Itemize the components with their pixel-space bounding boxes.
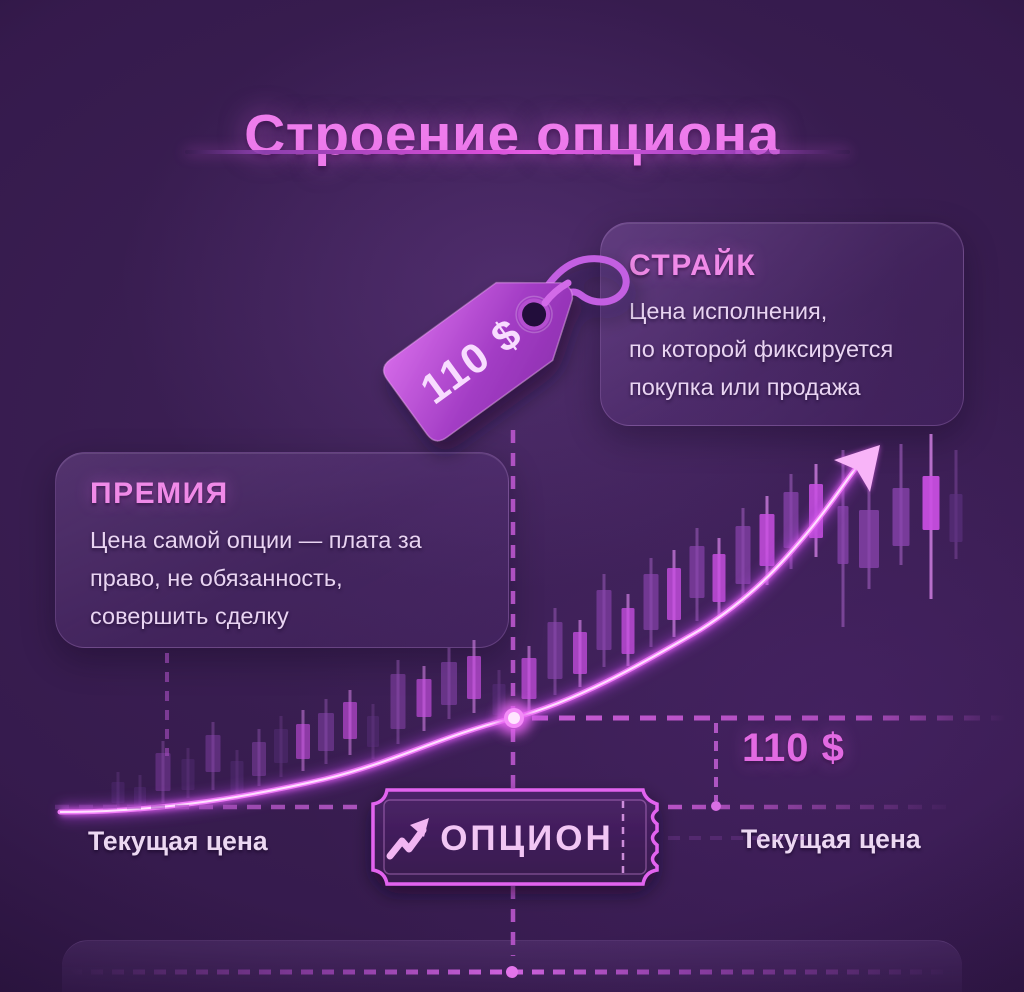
price-tag: 110 $: [382, 255, 630, 442]
strike-description: Цена исполнения, по которой фиксируется …: [601, 283, 963, 406]
premium-line-2: право, не обязанность,: [90, 565, 343, 591]
ticket: ОПЦИОН: [371, 788, 659, 886]
premium-heading: ПРЕМИЯ: [90, 477, 229, 510]
current-price-label-left: Текущая цена: [88, 826, 268, 856]
ticket-body: [371, 788, 659, 886]
curve-arrowhead: [834, 445, 880, 492]
curve-arrowhead-glow: [834, 445, 880, 492]
tag-price-label: 110 $: [412, 309, 531, 413]
ticket-label: ОПЦИОН: [440, 819, 614, 858]
title-underline: [185, 150, 850, 154]
strike-heading: СТРАЙК: [629, 249, 757, 282]
premium-card: ПРЕМИЯ Цена самой опции — плата за право…: [55, 452, 509, 648]
ticket-inner-border: [383, 799, 647, 875]
trending-up-arrow-icon: [386, 818, 429, 860]
strike-line-1: Цена исполнения,: [629, 298, 828, 324]
tag-hole-highlight: [515, 295, 553, 334]
current-price-label-right: Текущая цена: [741, 824, 921, 854]
page-title: Строение опциона: [244, 103, 780, 168]
strike-price-label: 110 $: [742, 726, 845, 770]
premium-description: Цена самой опции — плата за право, не об…: [56, 511, 508, 635]
price-dot: [497, 701, 531, 735]
guide-junction-dot: [711, 801, 721, 811]
strike-line-2: по которой фиксируется: [629, 336, 894, 362]
strike-card: СТРАЙК Цена исполнения, по которой фикси…: [600, 222, 964, 426]
tag-body: [382, 281, 574, 442]
premium-line-1: Цена самой опции — плата за: [90, 527, 422, 553]
premium-line-3: совершить сделку: [90, 603, 289, 629]
tag-hole: [518, 298, 551, 331]
bottom-panel: [62, 940, 962, 992]
strike-line-3: покупка или продажа: [629, 374, 861, 400]
tag-string-front: [541, 279, 572, 307]
